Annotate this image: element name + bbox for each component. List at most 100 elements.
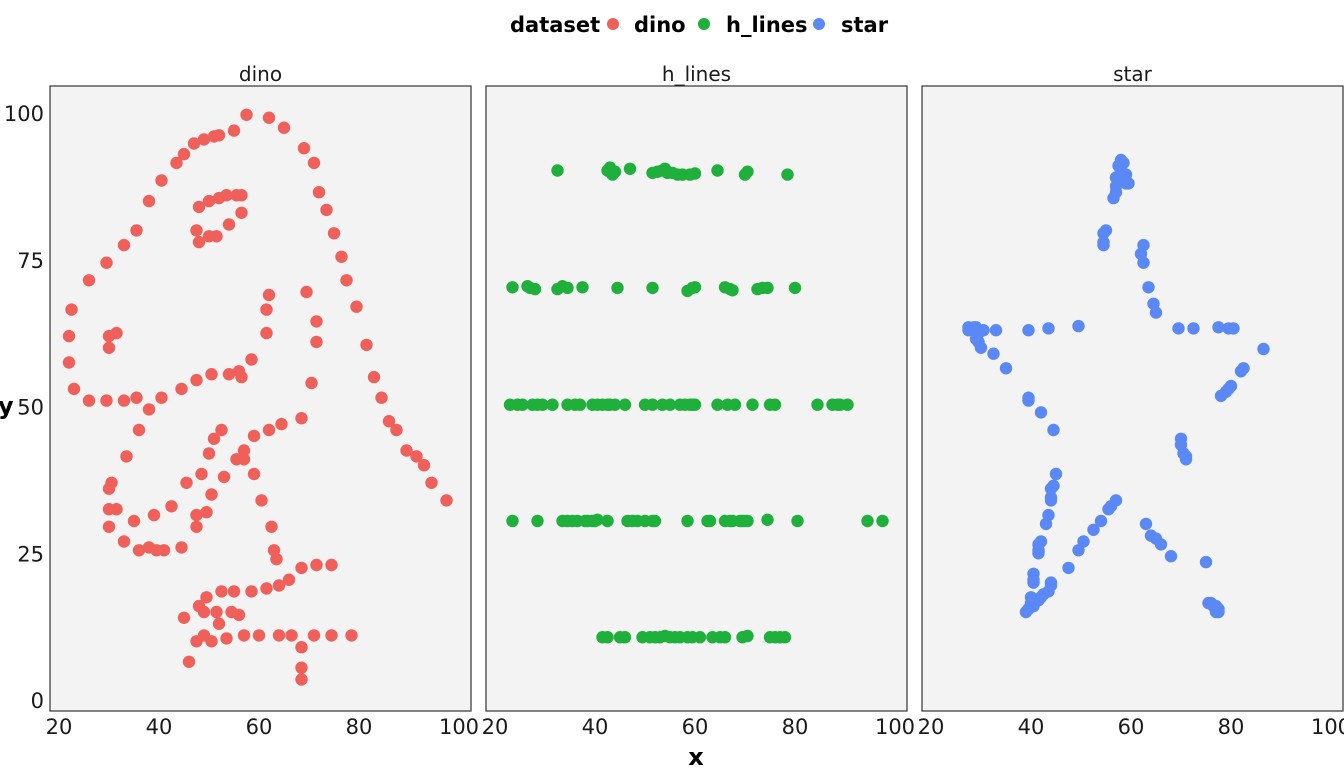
- data-point: [516, 398, 529, 411]
- data-point: [232, 608, 246, 622]
- data-point: [62, 356, 76, 369]
- data-point: [1234, 365, 1248, 378]
- data-point: [375, 391, 388, 404]
- panel-dino: dino 20 40 60 80 100: [46, 62, 479, 739]
- panels: dino 20 40 60 80 100 h_lines 20 40 60 80 100 star 20 4…: [46, 62, 1344, 739]
- x-tick-label: 40: [1018, 715, 1045, 739]
- data-point: [227, 124, 241, 137]
- data-point: [175, 382, 188, 396]
- data-point: [1097, 227, 1110, 240]
- x-tick-label: 20: [918, 715, 945, 739]
- data-point: [1137, 256, 1150, 269]
- data-point: [608, 398, 622, 411]
- data-point: [325, 558, 338, 572]
- data-point: [282, 573, 296, 586]
- data-point: [746, 398, 759, 411]
- data-point: [177, 147, 191, 161]
- data-point: [197, 133, 211, 146]
- data-point: [1199, 555, 1213, 569]
- data-point: [528, 282, 542, 296]
- data-point: [663, 398, 677, 411]
- y-axis-title: y: [0, 392, 14, 420]
- data-point: [1022, 394, 1035, 407]
- data-point: [307, 156, 321, 170]
- data-point: [1107, 191, 1120, 205]
- data-point: [170, 156, 183, 170]
- data-point: [618, 631, 632, 644]
- data-point: [350, 300, 363, 313]
- data-point: [811, 398, 824, 411]
- data-point: [728, 398, 742, 411]
- data-point: [382, 415, 396, 428]
- data-point: [788, 281, 802, 295]
- data-point: [62, 329, 76, 343]
- data-point: [1227, 322, 1240, 335]
- data-point: [205, 488, 218, 501]
- data-point: [132, 544, 146, 557]
- data-point: [999, 362, 1013, 375]
- x-tick-label: 60: [246, 715, 273, 739]
- panel-title: star: [1113, 62, 1153, 86]
- data-point: [190, 373, 203, 387]
- data-point: [718, 631, 732, 644]
- data-point: [192, 235, 206, 249]
- data-point: [1047, 423, 1060, 437]
- data-point: [1149, 306, 1163, 319]
- data-point: [608, 165, 622, 178]
- data-point: [1164, 550, 1178, 563]
- panel-title: dino: [239, 62, 282, 86]
- data-point: [155, 174, 168, 187]
- data-point: [703, 514, 717, 528]
- data-point: [117, 394, 131, 407]
- panel-background: [485, 85, 908, 712]
- data-point: [425, 476, 438, 489]
- data-point: [310, 315, 323, 328]
- x-tick-label: 20: [46, 715, 73, 739]
- data-point: [190, 520, 203, 533]
- data-point: [1172, 322, 1185, 335]
- data-point: [741, 514, 754, 528]
- data-point: [65, 303, 78, 316]
- data-point: [295, 661, 308, 674]
- data-point: [778, 631, 792, 644]
- data-point: [646, 398, 659, 411]
- panel-h-lines: h_lines 20 40 60 80 100: [482, 62, 915, 739]
- data-point: [340, 274, 353, 287]
- data-point: [67, 382, 81, 396]
- data-point: [102, 503, 116, 516]
- data-point: [142, 403, 156, 416]
- data-point: [200, 591, 213, 604]
- data-point: [546, 398, 559, 411]
- data-point: [260, 326, 273, 340]
- data-point: [987, 347, 1000, 360]
- data-point: [320, 203, 333, 217]
- data-point: [390, 423, 403, 437]
- data-point: [165, 500, 178, 513]
- y-axis-ticks: 0 25 50 75 100: [4, 102, 44, 713]
- data-point: [367, 370, 381, 384]
- data-point: [310, 558, 323, 572]
- data-point: [275, 417, 288, 431]
- x-tick-label: 80: [1218, 715, 1245, 739]
- data-point: [711, 398, 724, 411]
- data-point: [989, 324, 1003, 337]
- data-point: [297, 142, 311, 155]
- legend: dataset dino h_lines star: [510, 13, 889, 37]
- x-tick-label: 60: [1118, 715, 1145, 739]
- data-point: [1094, 514, 1108, 528]
- data-point: [120, 450, 133, 463]
- data-point: [1142, 281, 1155, 294]
- data-point: [117, 535, 131, 548]
- data-point: [1109, 171, 1123, 184]
- data-point: [295, 673, 308, 686]
- data-point: [360, 338, 373, 352]
- data-point: [262, 111, 276, 124]
- legend-label-star: star: [841, 13, 889, 37]
- data-point: [272, 579, 286, 592]
- data-point: [1022, 324, 1035, 337]
- data-point: [180, 476, 193, 489]
- data-point: [688, 398, 702, 411]
- x-tick-label: 40: [582, 715, 609, 739]
- data-point: [1019, 605, 1033, 619]
